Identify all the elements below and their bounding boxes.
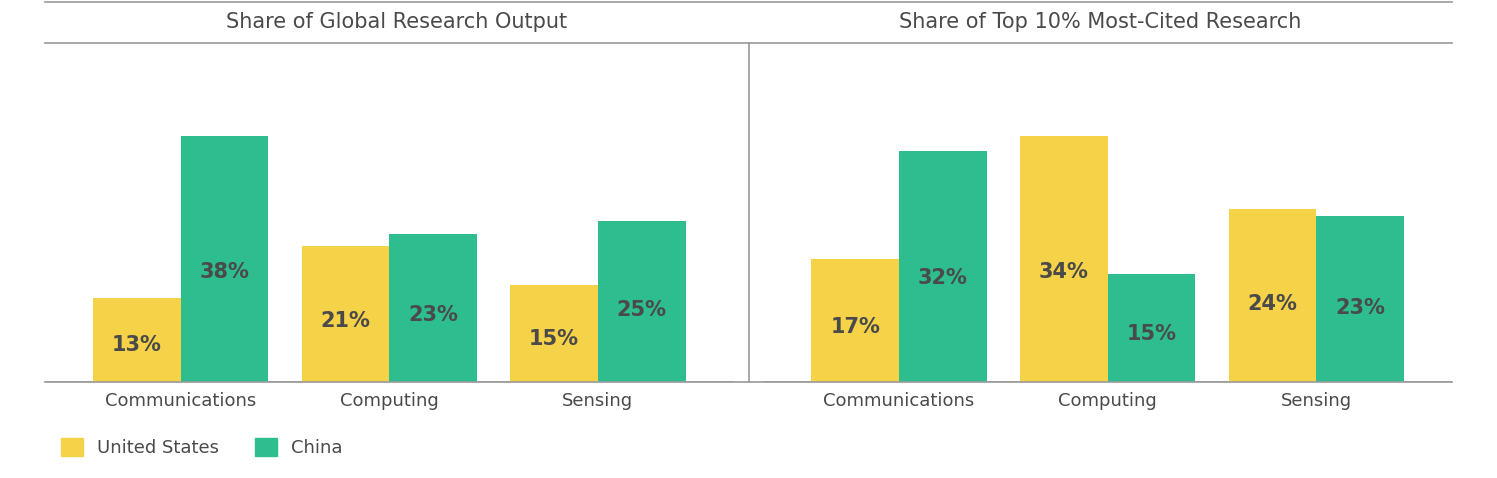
Text: 13%: 13% [112,335,162,355]
Text: Share of Top 10% Most-Cited Research: Share of Top 10% Most-Cited Research [900,11,1301,32]
Text: 15%: 15% [528,329,579,349]
Text: 15%: 15% [1127,324,1177,344]
Bar [389,234,478,382]
Text: 23%: 23% [409,305,458,326]
Text: 21%: 21% [320,311,370,331]
Bar [181,137,268,382]
Text: 24%: 24% [1247,294,1298,314]
Text: 32%: 32% [918,268,969,288]
Text: Share of Global Research Output: Share of Global Research Output [226,11,567,32]
Bar [900,151,987,382]
Bar [510,285,597,382]
Bar [1019,137,1108,382]
Text: 25%: 25% [617,300,666,320]
Text: 34%: 34% [1039,262,1088,282]
Bar [1316,216,1404,382]
Text: 23%: 23% [1335,297,1385,317]
Bar [597,221,686,382]
Bar [1108,274,1196,382]
Bar [811,260,900,382]
Bar [301,247,389,382]
Legend: United States, China: United States, China [54,430,350,464]
Text: 17%: 17% [831,317,880,337]
Bar [93,298,181,382]
Text: 38%: 38% [199,262,250,282]
Bar [1229,209,1316,382]
